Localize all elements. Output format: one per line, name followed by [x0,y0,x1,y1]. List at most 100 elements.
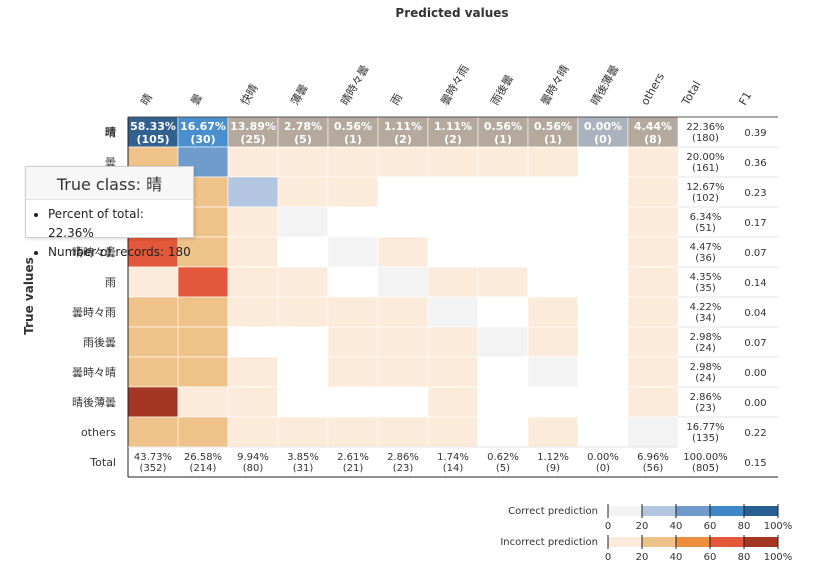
matrix-cell [477,206,529,238]
matrix-cell [227,416,279,448]
matrix-cell [477,296,529,328]
row-total-percent: 6.34% [690,212,722,223]
legend: Correct prediction 0 20 40 60 80 100% Incorrect… [500,504,792,563]
row-total-count: (51) [695,223,716,234]
column-header: 晴時々曇 [338,63,371,108]
matrix-cell [627,326,679,358]
column-total-count: (5) [496,463,510,474]
matrix-cell [377,296,429,328]
legend-tick-label: 100% [764,521,793,532]
matrix-cell [177,356,229,388]
legend-swatch [744,506,778,516]
f1-score: 0.23 [744,188,766,199]
matrix-cell [477,266,529,298]
matrix-cell [477,356,529,388]
row-total-count: (36) [695,253,716,264]
row-label: 晴後薄曇 [72,395,116,409]
matrix-cell [427,176,479,208]
matrix-cell [277,116,329,148]
column-header: 雨後曇 [487,72,516,108]
column-header: 曇 [188,91,205,107]
matrix-cells: 58.33%(105) 16.67%(30) 13.89%(25) 2.78%(5) 0… [127,116,679,448]
cell-percent-label: 0.56% [484,120,522,133]
tooltip-list: Percent of total: 22.36% Number of recor… [26,205,193,262]
cell-percent-label: 58.33% [130,120,176,133]
matrix-cell [127,386,179,418]
f1-column-header: F1 [736,89,754,107]
row-label: 曇時々雨 [72,306,116,319]
row-label: others [81,426,116,439]
matrix-cell [627,296,679,328]
f1-score: 0.22 [744,428,766,439]
legend-tick-label: 80 [738,552,751,563]
row-total-count: (135) [692,433,719,444]
matrix-cell [577,176,629,208]
matrix-cell [627,386,679,418]
matrix-cell [477,386,529,418]
matrix-cell [577,266,629,298]
cell-count-label: (8) [644,133,662,146]
row-total-count: (180) [692,133,719,144]
matrix-cell [477,416,529,448]
column-total-count: (31) [293,463,314,474]
column-header: 雨 [388,91,405,107]
column-total-percent: 26.58% [184,452,222,463]
legend-label: Incorrect prediction [500,537,598,548]
column-total-count: (214) [190,463,217,474]
matrix-cell [377,356,429,388]
cell-percent-label: 1.11% [384,120,422,133]
cell-percent-label: 13.89% [230,120,276,133]
cell-count-label: (2) [394,133,412,146]
column-headers: 晴 曇 快晴 薄曇 晴時々曇雨 曇時々雨 雨後曇 曇時々晴 晴後薄曇 others Total F1 [138,62,754,108]
matrix-cell [227,206,279,238]
matrix-cell [627,356,679,388]
matrix-cell [527,206,579,238]
legend-tick-label: 20 [636,552,649,563]
legend-tick-label: 100% [764,552,793,563]
matrix-cell [227,356,279,388]
matrix-cell [477,236,529,268]
legend-swatch [608,506,642,516]
cell-count-label: (5) [294,133,312,146]
matrix-cell [327,416,379,448]
f1-score: 0.00 [744,398,766,409]
cell-percent-label: 0.56% [534,120,572,133]
matrix-cell [527,236,579,268]
column-header: 晴後薄曇 [587,62,621,107]
legend-tick-label: 80 [738,521,751,532]
matrix-cell [627,266,679,298]
tooltip-percent: Percent of total: 22.36% [48,205,193,243]
matrix-cell [377,206,429,238]
row-total-percent: 4.47% [690,242,722,253]
f1-score: 0.14 [744,278,766,289]
legend-tick-label: 60 [704,521,717,532]
matrix-cell [177,416,229,448]
column-total-count: (0) [596,463,610,474]
column-total-percent: 0.62% [487,452,519,463]
cell-percent-label: 0.00% [584,120,622,133]
matrix-cell [477,116,529,148]
matrix-cell [227,296,279,328]
row-total-percent: 2.98% [690,332,722,343]
matrix-cell [427,386,479,418]
column-total-percent: 6.96% [637,452,669,463]
legend-swatch [642,506,676,516]
column-total-percent: 1.12% [537,452,569,463]
row-total-percent: 4.35% [690,272,722,283]
column-total-count: (9) [546,463,560,474]
matrix-cell [427,266,479,298]
matrix-cell [227,236,279,268]
matrix-cell [377,146,429,178]
cell-count-label: (0) [594,133,612,146]
matrix-cell [177,116,229,148]
cell-percent-label: 2.78% [284,120,322,133]
matrix-cell [227,176,279,208]
matrix-cell [177,296,229,328]
column-total-percent: 2.86% [387,452,419,463]
cell-percent-label: 16.67% [180,120,226,133]
matrix-cell [177,386,229,418]
totals-column: 22.36%(180) 0.39 20.00%(161) 0.36 12.67%(102… [678,116,778,444]
matrix-cell [627,116,679,148]
legend-swatch [676,506,710,516]
legend-swatch [642,537,676,547]
